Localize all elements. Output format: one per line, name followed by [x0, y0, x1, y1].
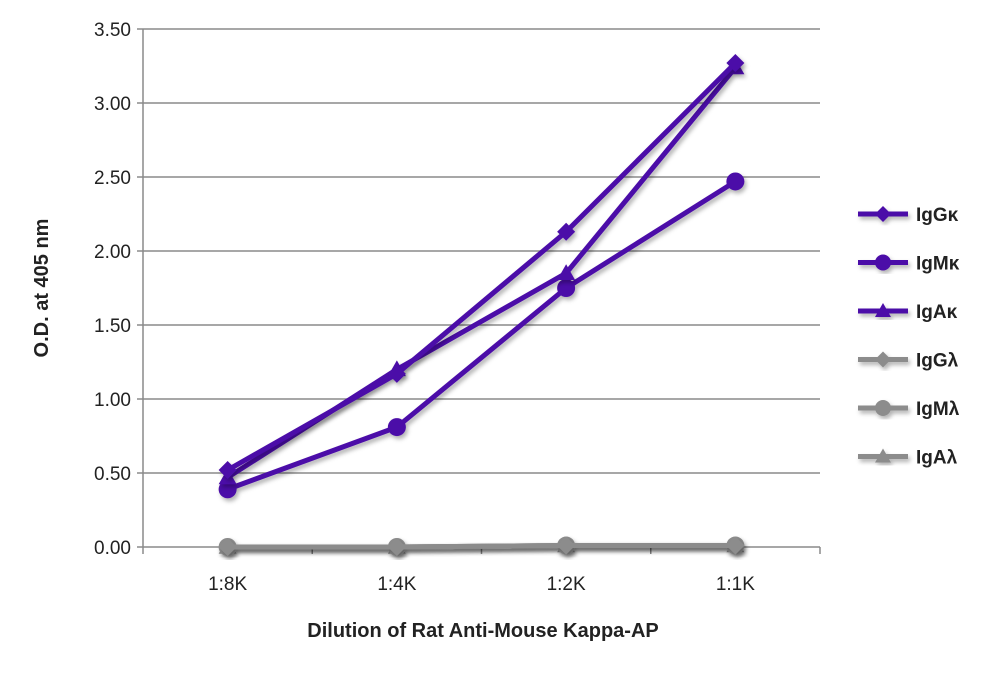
legend-label: IgMκ — [916, 254, 960, 275]
y-tick-label: 2.00 — [94, 242, 131, 263]
y-tick-label: 0.00 — [94, 538, 131, 559]
legend-label: IgAκ — [916, 302, 958, 323]
data-point-diamond — [875, 351, 891, 368]
data-point-diamond — [218, 538, 237, 556]
legend-label: IgMλ — [916, 399, 960, 420]
y-tick-label: 1.00 — [94, 390, 131, 411]
legend-item — [858, 303, 908, 317]
series-group — [218, 54, 745, 556]
y-tick-label: 3.00 — [94, 94, 131, 115]
legend-item — [858, 448, 908, 463]
legend-item — [858, 206, 908, 222]
legend-item — [858, 400, 908, 416]
data-point-circle — [218, 480, 237, 499]
data-point-diamond — [218, 461, 237, 480]
data-point-circle — [726, 172, 745, 191]
series-IgGκ — [218, 54, 745, 480]
legend-label: IgGλ — [916, 351, 959, 372]
gridlines — [143, 28, 820, 474]
data-point-diamond — [387, 364, 406, 383]
series-line — [226, 61, 738, 473]
legend-item — [858, 351, 908, 368]
series-IgMκ — [218, 172, 745, 499]
data-point-triangle — [557, 264, 576, 280]
series-IgAκ — [218, 58, 745, 485]
y-tick-label: 0.50 — [94, 464, 131, 485]
legend-item — [858, 254, 908, 271]
y-tick-label: 3.50 — [94, 20, 131, 41]
x-axis-title: Dilution of Rat Anti-Mouse Kappa-AP — [307, 620, 658, 642]
data-point-diamond — [557, 536, 576, 555]
axes: 0.00 0.50 1.00 1.50 2.00 2.50 3.00 3.50 1:8K 1:4K… — [94, 20, 821, 595]
y-tick-label: 2.50 — [94, 168, 131, 189]
x-tick-label: 1:8K — [208, 574, 247, 595]
x-tick-label: 1:2K — [547, 574, 586, 595]
series-line — [227, 543, 736, 550]
legend-label: IgAλ — [916, 448, 958, 469]
data-point-diamond — [726, 536, 745, 555]
series-line — [226, 65, 738, 480]
y-axis-title: O.D. at 405 nm — [31, 219, 53, 358]
legend-label: IgGκ — [916, 205, 959, 226]
data-point-circle — [557, 279, 576, 297]
x-tick-label: 1:1K — [716, 574, 755, 595]
data-point-circle — [387, 418, 406, 437]
series-line — [226, 179, 737, 492]
data-point-diamond — [726, 54, 745, 73]
data-point-triangle — [875, 448, 891, 463]
series-IgGλ — [218, 536, 745, 556]
legend: IgGκ IgMκ IgAκ IgGλ IgMλ IgAλ — [858, 205, 960, 469]
data-point-diamond — [387, 538, 406, 556]
data-point-diamond — [557, 222, 576, 241]
data-point-diamond — [875, 206, 891, 222]
y-tick-label: 1.50 — [94, 316, 131, 337]
data-point-triangle — [875, 303, 891, 317]
data-point-circle — [875, 400, 891, 416]
x-tick-label: 1:4K — [377, 574, 416, 595]
data-point-circle — [875, 254, 891, 271]
